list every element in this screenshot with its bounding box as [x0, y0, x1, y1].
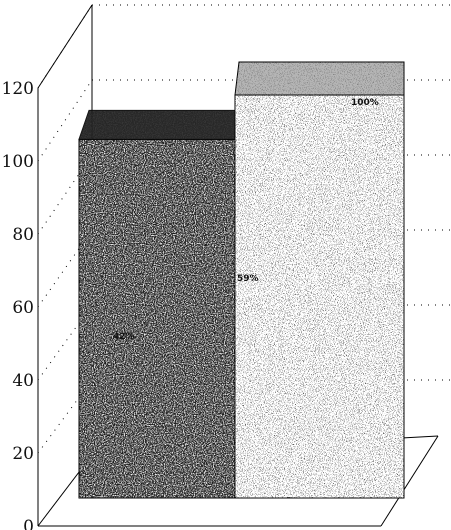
- y-tick-label: 0: [23, 517, 34, 530]
- y-axis-ticks: 0 20 40 60 80 100 120: [2, 79, 34, 530]
- bar-1: [78, 109, 236, 499]
- y-tick-label: 80: [12, 225, 34, 245]
- y-tick-label: 120: [2, 79, 34, 99]
- bar-top-texture: [79, 110, 235, 140]
- bar-front-texture: [235, 95, 404, 498]
- data-label-bar-1: 59%: [237, 274, 259, 284]
- data-label-bar-2: 100%: [351, 98, 379, 108]
- gridline-depth: [37, 4, 93, 89]
- bar-2: [234, 61, 405, 499]
- bar-front-texture: [79, 139, 235, 498]
- bars: [78, 61, 405, 499]
- data-labels: 59% 100% 42%: [113, 98, 379, 342]
- y-tick-label: 40: [12, 371, 34, 391]
- inner-label-bar-1: 42%: [113, 332, 135, 342]
- y-tick-label: 100: [2, 152, 34, 172]
- floor-right-edge: [380, 435, 439, 527]
- bar-top-texture: [235, 62, 404, 95]
- y-tick-label: 60: [12, 298, 34, 318]
- y-tick-label: 20: [12, 444, 34, 464]
